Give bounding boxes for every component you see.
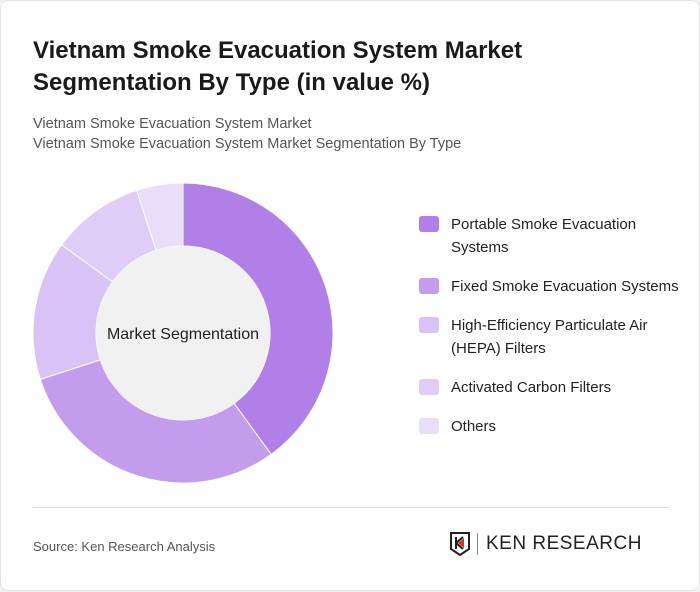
- legend-item: High-Efficiency Particulate Air (HEPA) F…: [419, 314, 679, 360]
- legend-label: Activated Carbon Filters: [451, 379, 612, 396]
- donut-hole: [96, 246, 270, 420]
- logo-icon: [450, 532, 470, 557]
- subtitle-1: Vietnam Smoke Evacuation System Market: [33, 116, 312, 132]
- legend-swatch: [419, 379, 439, 395]
- source-note: Source: Ken Research Analysis: [33, 539, 216, 554]
- legend-item: Others: [419, 415, 679, 438]
- legend-swatch: [419, 278, 439, 294]
- logo-text: KEN RESEARCH: [486, 533, 642, 554]
- legend-item: Fixed Smoke Evacuation Systems: [419, 275, 679, 298]
- legend: Portable Smoke Evacuation Systems Fixed S…: [419, 213, 679, 454]
- legend-swatch: [419, 418, 439, 434]
- chart-title: Vietnam Smoke Evacuation System Market S…: [33, 37, 523, 96]
- legend-label: Fixed Smoke Evacuation Systems: [451, 278, 679, 295]
- legend-swatch: [419, 317, 439, 333]
- legend-label: Others: [451, 418, 497, 435]
- legend-item: Activated Carbon Filters: [419, 376, 679, 399]
- divider: [33, 507, 669, 508]
- legend-label: Portable Smoke Evacuation Systems: [451, 216, 637, 256]
- legend-swatch: [419, 216, 439, 232]
- center-label: Market Segmentation: [107, 326, 259, 343]
- subtitle-2: Vietnam Smoke Evacuation System Market S…: [33, 136, 462, 152]
- ken-research-logo: KEN RESEARCH: [449, 531, 642, 557]
- legend-label: High-Efficiency Particulate Air (HEPA) F…: [451, 317, 648, 357]
- legend-item: Portable Smoke Evacuation Systems: [419, 213, 679, 259]
